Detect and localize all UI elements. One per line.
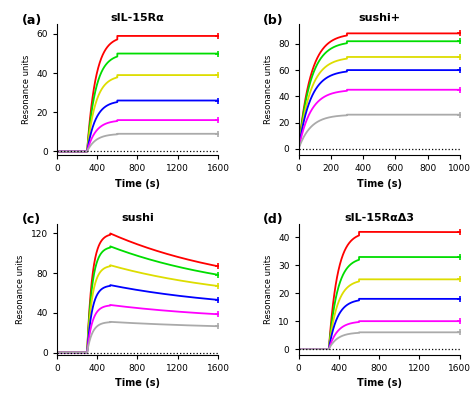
- Title: sushi: sushi: [121, 213, 154, 223]
- X-axis label: Time (s): Time (s): [357, 179, 401, 189]
- Y-axis label: Resonance units: Resonance units: [16, 254, 25, 324]
- Y-axis label: Resonance units: Resonance units: [264, 254, 273, 324]
- X-axis label: Time (s): Time (s): [115, 179, 160, 189]
- Text: (a): (a): [21, 14, 42, 27]
- Title: sIL-15RαΔ3: sIL-15RαΔ3: [344, 213, 414, 223]
- Title: sushi+: sushi+: [358, 13, 400, 23]
- Text: (d): (d): [263, 213, 284, 226]
- Text: (c): (c): [21, 213, 41, 226]
- Text: (b): (b): [263, 14, 284, 27]
- Title: sIL-15Rα: sIL-15Rα: [110, 13, 164, 23]
- X-axis label: Time (s): Time (s): [115, 378, 160, 388]
- Y-axis label: Resonance units: Resonance units: [264, 55, 273, 125]
- X-axis label: Time (s): Time (s): [357, 378, 401, 388]
- Y-axis label: Resonance units: Resonance units: [22, 55, 31, 125]
